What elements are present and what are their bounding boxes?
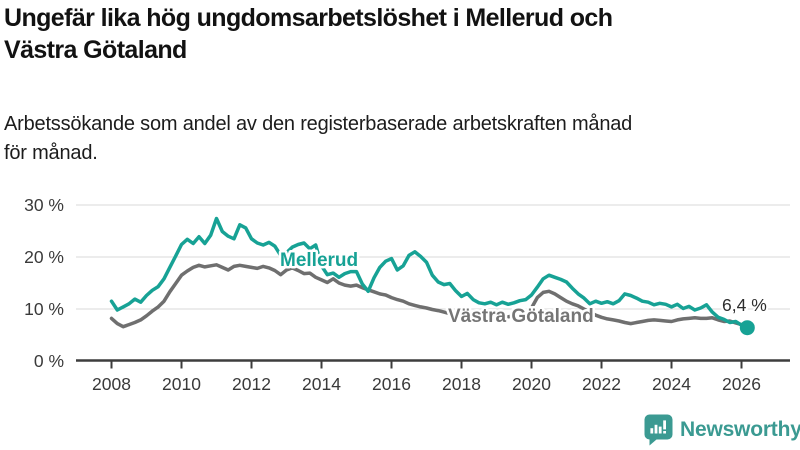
chart-subtitle-line2: för månad. [4, 142, 98, 164]
y-tick-label-30: 30 % [24, 195, 64, 215]
x-axis-labels: 2008 2010 2012 2014 2016 2018 2020 2022 2024 2026 [92, 374, 761, 394]
x-tick-label-2008: 2008 [92, 374, 131, 394]
y-tick-label-0: 0 % [34, 351, 64, 371]
x-tick-label-2024: 2024 [652, 374, 691, 394]
newsworthy-chart-bubble-icon [644, 414, 673, 446]
latest-value-annotation: 6,4 % [722, 295, 767, 315]
x-tick-label-2012: 2012 [232, 374, 271, 394]
chart-title-line2: Västra Götaland [4, 36, 187, 64]
x-tick-label-2014: 2014 [302, 374, 341, 394]
latest-value-dot [739, 320, 755, 336]
chart-title-line1: Ungefär lika hög ungdomsarbetslöshet i M… [4, 4, 613, 32]
series-label-vastra-gotaland: Västra Götaland [448, 306, 594, 327]
y-tick-label-20: 20 % [24, 247, 64, 267]
y-tick-label-10: 10 % [24, 299, 64, 319]
newsworthy-logo-text: Newsworthy [680, 418, 800, 441]
chart-title: Ungefär lika hög ungdomsarbetslöshet i M… [4, 2, 796, 66]
gridlines [76, 204, 790, 310]
x-tick-label-2022: 2022 [582, 374, 621, 394]
x-tick-label-2026: 2026 [722, 374, 761, 394]
x-tick-label-2016: 2016 [372, 374, 411, 394]
x-tick-label-2010: 2010 [162, 374, 201, 394]
x-tick-label-2020: 2020 [512, 374, 551, 394]
chart-subtitle: Arbetssökande som andel av den registerb… [4, 110, 796, 168]
series-line-mellerud [109, 216, 750, 330]
series-label-mellerud: Mellerud [280, 250, 358, 271]
x-tick-label-2018: 2018 [442, 374, 481, 394]
chart-subtitle-line1: Arbetssökande som andel av den registerb… [4, 113, 633, 135]
x-axis-ticks [110, 360, 743, 369]
newsworthy-logo: Newsworthy [644, 414, 800, 446]
y-axis-labels: 0 % 10 % 20 % 30 % [24, 195, 64, 371]
series-line-vastra-gotaland [109, 263, 750, 329]
